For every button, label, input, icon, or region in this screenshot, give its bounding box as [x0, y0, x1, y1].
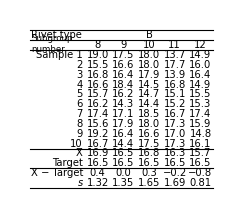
Text: 16.4: 16.4	[189, 70, 212, 80]
Text: Subgroup
number: Subgroup number	[32, 34, 73, 54]
Text: 4: 4	[77, 80, 83, 90]
Text: 14.8: 14.8	[189, 129, 211, 139]
Text: 2: 2	[77, 60, 83, 70]
Text: 17.5: 17.5	[112, 50, 134, 60]
Text: X̅: X̅	[76, 148, 83, 158]
Text: 15.1: 15.1	[164, 89, 186, 99]
Text: 16.6: 16.6	[138, 129, 160, 139]
Text: 16.7: 16.7	[87, 139, 109, 149]
Text: 14.5: 14.5	[138, 80, 160, 90]
Text: 17.4: 17.4	[189, 109, 212, 119]
Text: 15.6: 15.6	[87, 119, 109, 129]
Text: 18.0: 18.0	[138, 119, 160, 129]
Text: 0.3: 0.3	[141, 168, 157, 178]
Text: 1.32: 1.32	[87, 178, 109, 188]
Text: 16.4: 16.4	[112, 129, 134, 139]
Text: 15.5: 15.5	[189, 89, 212, 99]
Text: 15.5: 15.5	[87, 60, 109, 70]
Text: s: s	[78, 178, 83, 188]
Text: Sample 1: Sample 1	[36, 50, 83, 60]
Text: 15.3: 15.3	[189, 99, 212, 109]
Text: 16.9: 16.9	[87, 148, 109, 158]
Text: 17.7: 17.7	[164, 60, 186, 70]
Text: 18.5: 18.5	[138, 109, 160, 119]
Text: 8: 8	[77, 119, 83, 129]
Text: 16.2: 16.2	[87, 99, 109, 109]
Text: 15.7: 15.7	[87, 89, 109, 99]
Text: 19.2: 19.2	[87, 129, 109, 139]
Text: 15.7: 15.7	[189, 148, 212, 158]
Text: 16.5: 16.5	[189, 158, 212, 168]
Text: 16.5: 16.5	[87, 158, 109, 168]
Text: X̅ − Target: X̅ − Target	[31, 168, 83, 178]
Text: 14.9: 14.9	[189, 50, 212, 60]
Text: 17.3: 17.3	[164, 139, 186, 149]
Text: 1.35: 1.35	[112, 178, 134, 188]
Text: 18.4: 18.4	[112, 80, 134, 90]
Text: 14.9: 14.9	[189, 80, 212, 90]
Text: 11: 11	[168, 40, 181, 50]
Text: 7: 7	[77, 109, 83, 119]
Text: 0.4: 0.4	[90, 168, 105, 178]
Text: 16.3: 16.3	[164, 148, 186, 158]
Text: 16.5: 16.5	[112, 148, 134, 158]
Text: 14.7: 14.7	[138, 89, 160, 99]
Text: 18.0: 18.0	[138, 50, 160, 60]
Text: 17.9: 17.9	[112, 119, 134, 129]
Text: 0.0: 0.0	[115, 168, 131, 178]
Text: 6: 6	[77, 99, 83, 109]
Text: 8: 8	[95, 40, 101, 50]
Text: 16.8: 16.8	[164, 80, 186, 90]
Text: 15.2: 15.2	[164, 99, 186, 109]
Text: 17.0: 17.0	[164, 129, 186, 139]
Text: 10: 10	[70, 139, 83, 149]
Text: 1.69: 1.69	[164, 178, 186, 188]
Text: 17.1: 17.1	[112, 109, 134, 119]
Text: 19.0: 19.0	[87, 50, 109, 60]
Text: 9: 9	[120, 40, 127, 50]
Text: 16.8: 16.8	[87, 70, 109, 80]
Text: Rivet type: Rivet type	[32, 30, 82, 40]
Text: 16.2: 16.2	[112, 89, 134, 99]
Text: 14.3: 14.3	[112, 99, 134, 109]
Text: 17.3: 17.3	[164, 119, 186, 129]
Text: 0.81: 0.81	[189, 178, 211, 188]
Text: 16.1: 16.1	[189, 139, 212, 149]
Text: 5: 5	[77, 89, 83, 99]
Text: 13.9: 13.9	[164, 70, 186, 80]
Text: 3: 3	[77, 70, 83, 80]
Text: 16.7: 16.7	[164, 109, 186, 119]
Text: 15.9: 15.9	[189, 119, 212, 129]
Text: 1.65: 1.65	[138, 178, 160, 188]
Text: 16.5: 16.5	[164, 158, 186, 168]
Text: 12: 12	[194, 40, 207, 50]
Text: 16.5: 16.5	[138, 158, 160, 168]
Text: −0.2: −0.2	[163, 168, 187, 178]
Text: 10: 10	[143, 40, 155, 50]
Text: 17.4: 17.4	[87, 109, 109, 119]
Text: −0.8: −0.8	[188, 168, 213, 178]
Text: 17.9: 17.9	[138, 70, 160, 80]
Text: 18.0: 18.0	[138, 60, 160, 70]
Text: 16.0: 16.0	[189, 60, 212, 70]
Text: Target: Target	[52, 158, 83, 168]
Text: 16.6: 16.6	[112, 60, 134, 70]
Text: 14.4: 14.4	[138, 99, 160, 109]
Text: 9: 9	[77, 129, 83, 139]
Text: 17.5: 17.5	[138, 139, 160, 149]
Text: 14.4: 14.4	[112, 139, 134, 149]
Text: 16.5: 16.5	[112, 158, 134, 168]
Text: 16.8: 16.8	[138, 148, 160, 158]
Text: B: B	[146, 30, 152, 40]
Text: 16.4: 16.4	[112, 70, 134, 80]
Text: 16.6: 16.6	[87, 80, 109, 90]
Text: 13.7: 13.7	[164, 50, 186, 60]
